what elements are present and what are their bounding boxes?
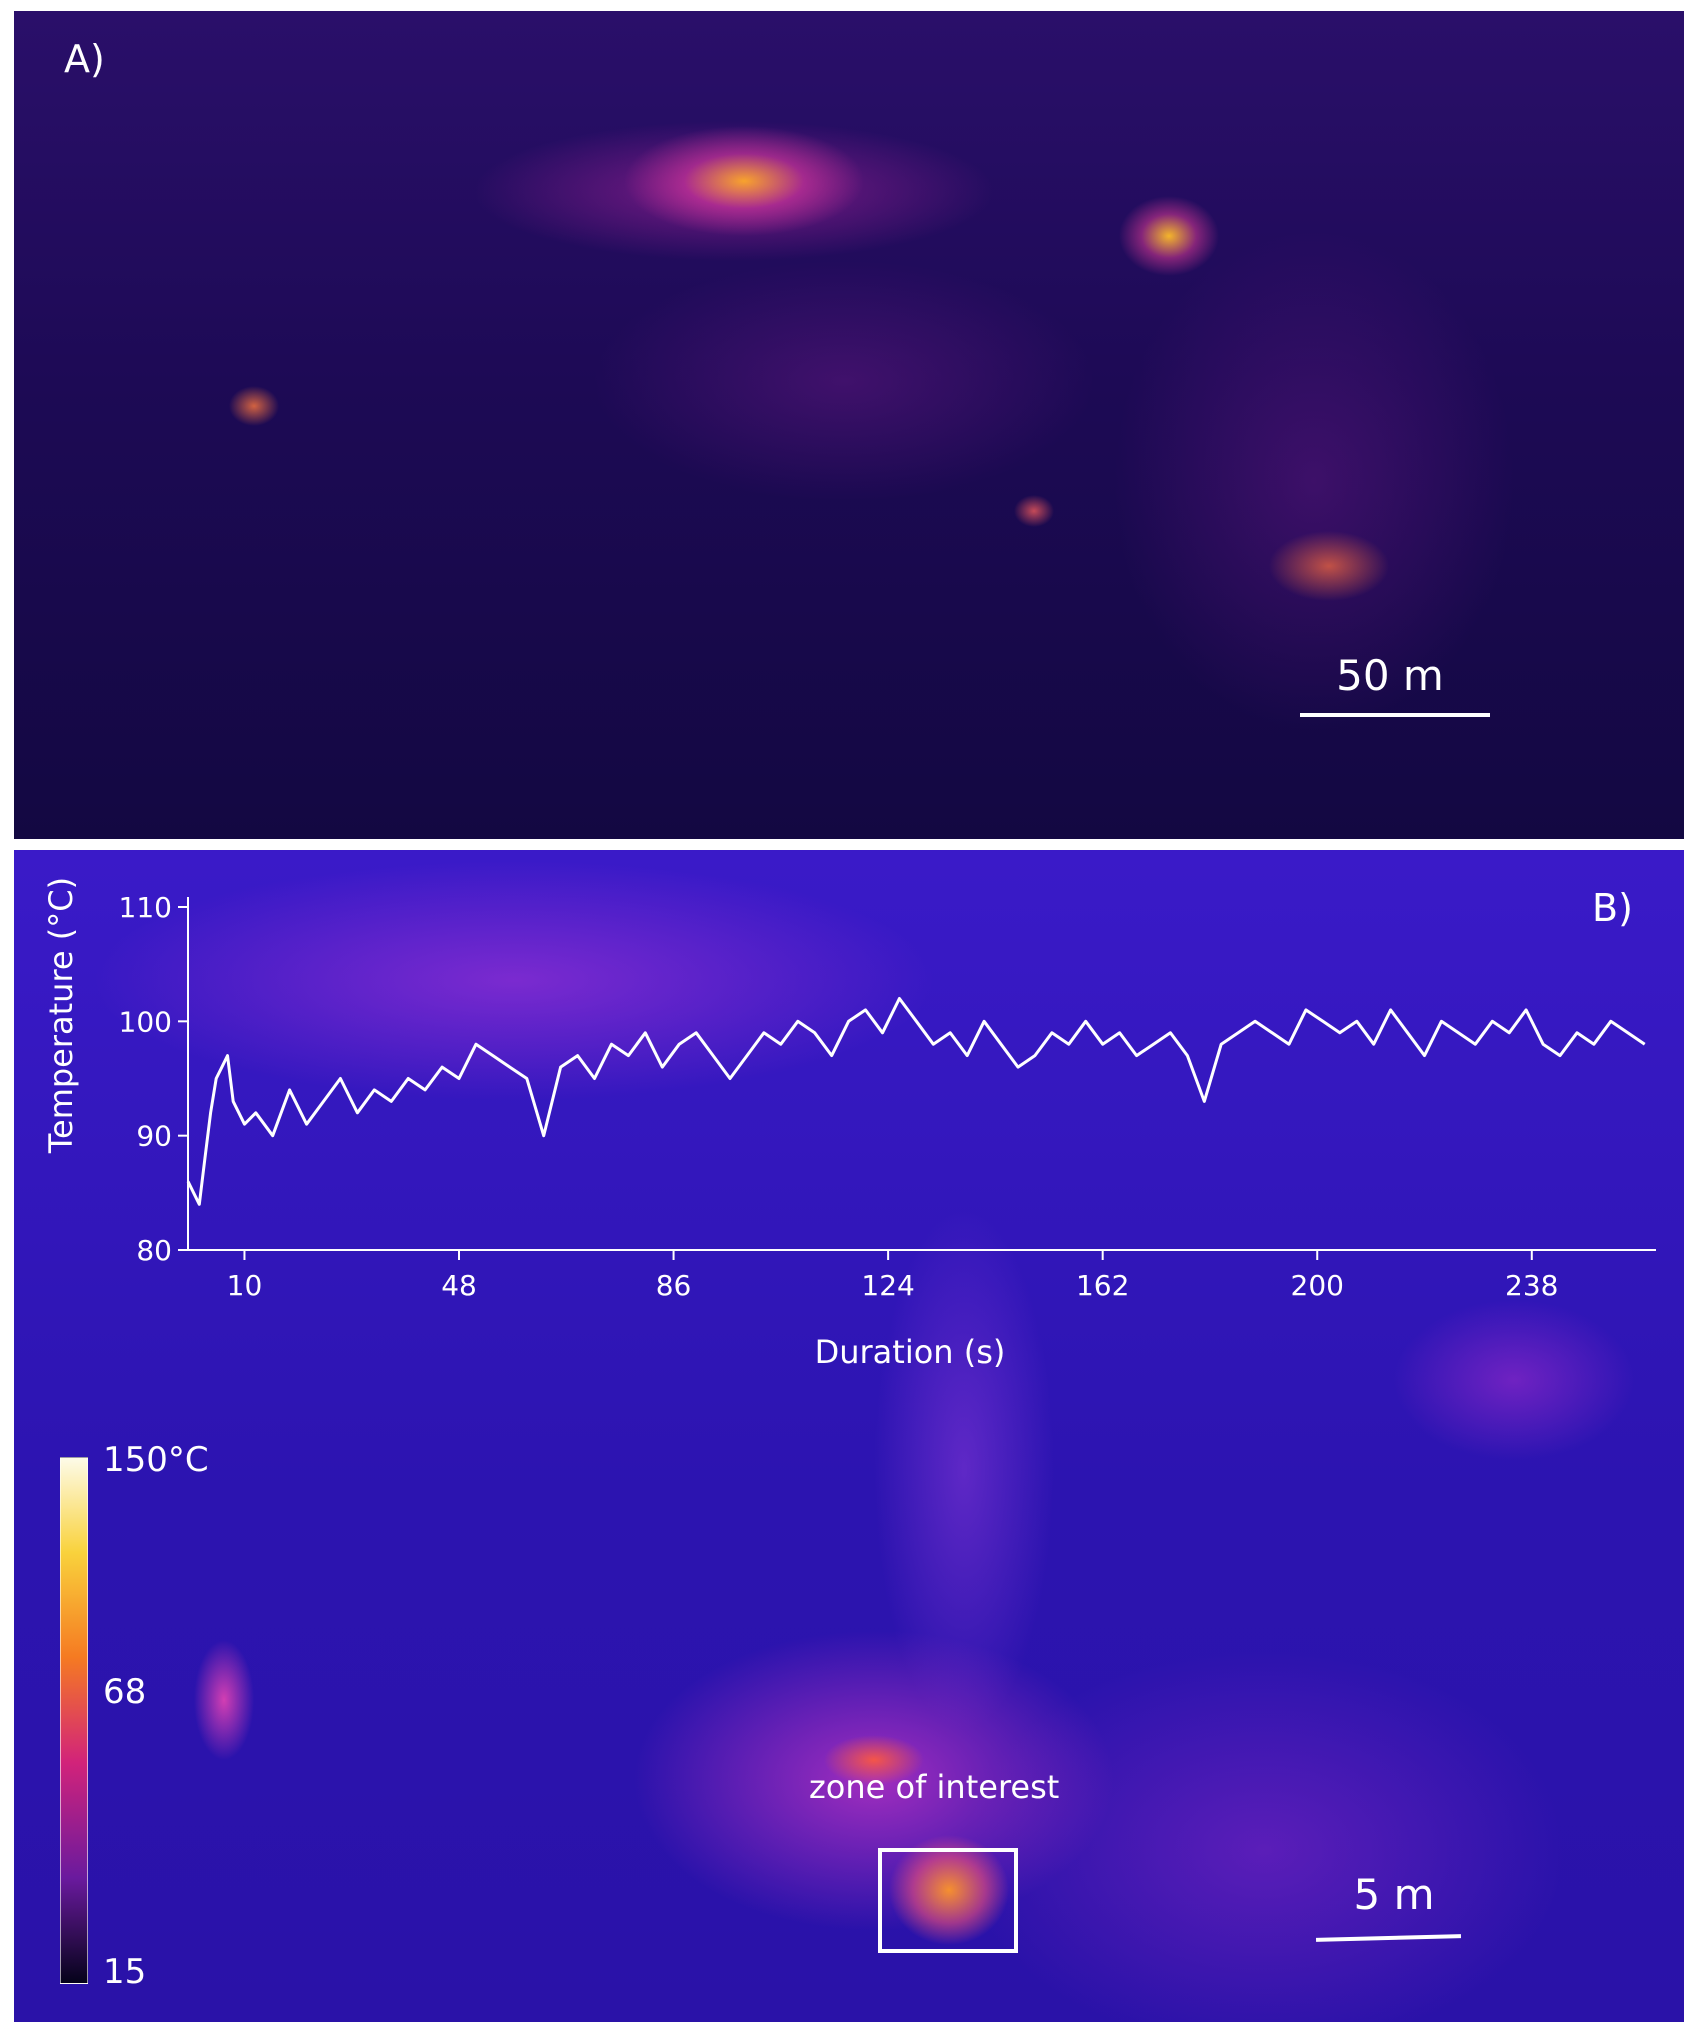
chart-x-tick-label: 10 xyxy=(227,1269,263,1302)
chart-x-tick-label: 200 xyxy=(1291,1269,1344,1302)
thermal-image-panel-a: A) 50 m xyxy=(14,11,1684,839)
temperature-series-line xyxy=(186,997,1646,1206)
chart-y-tick-label: 100 xyxy=(119,1005,172,1038)
zone-of-interest-label: zone of interest xyxy=(809,1768,1060,1806)
chart-y-tick-label: 110 xyxy=(119,891,172,924)
chart-x-tick-label: 48 xyxy=(441,1269,477,1302)
chart-ticks: 80 90 100 110 10 48 86 124 162 200 238 xyxy=(119,891,1559,1302)
panel-b-scale-label: 5 m xyxy=(1353,1870,1435,1919)
colorbar-min-label: 15 xyxy=(103,1952,147,1992)
chart-x-tick-label: 124 xyxy=(861,1269,914,1302)
zone-of-interest-box xyxy=(878,1848,1018,1953)
chart-x-tick-label: 86 xyxy=(656,1269,692,1302)
colorbar-mid-label: 68 xyxy=(103,1672,147,1712)
temperature-colorbar xyxy=(60,1457,88,1984)
chart-y-axis-label: Temperature (°C) xyxy=(42,877,80,1154)
chart-y-tick-label: 90 xyxy=(136,1120,172,1153)
chart-x-axis-label: Duration (s) xyxy=(815,1333,1006,1371)
colorbar-max-label: 150°C xyxy=(103,1440,209,1480)
thermal-image-panel-b: B) zone of interest 5 m xyxy=(14,850,1684,2022)
chart-y-tick-label: 80 xyxy=(136,1234,172,1267)
panel-a-letter: A) xyxy=(64,37,105,81)
panel-a-scale-bar xyxy=(1300,713,1490,717)
chart-axes xyxy=(187,897,1656,1251)
chart-x-tick-label: 162 xyxy=(1076,1269,1129,1302)
panel-a-scale-label: 50 m xyxy=(1336,651,1444,700)
chart-x-tick-label: 238 xyxy=(1505,1269,1558,1302)
panel-b-letter: B) xyxy=(1592,886,1633,930)
